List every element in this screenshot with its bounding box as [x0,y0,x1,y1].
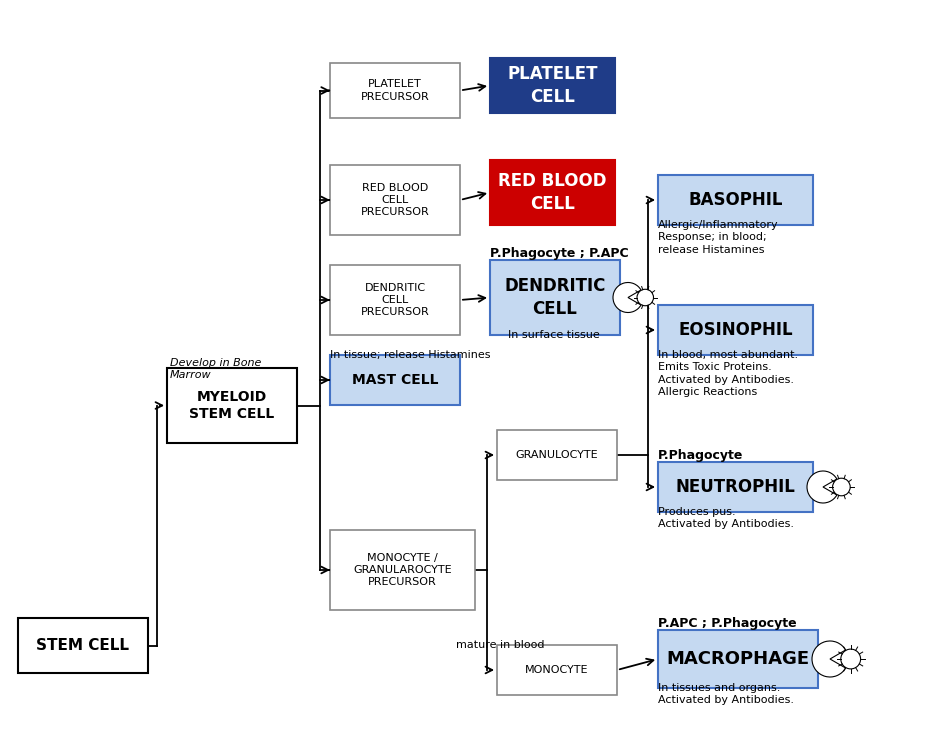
Text: Develop in Bone
Marrow: Develop in Bone Marrow [170,358,262,380]
Text: MONOCYTE /
GRANULAROCYTE
PRECURSOR: MONOCYTE / GRANULAROCYTE PRECURSOR [353,553,452,587]
Text: BASOPHIL: BASOPHIL [688,191,783,209]
Text: mature in blood: mature in blood [455,640,544,650]
Text: DENDRITIC
CELL
PRECURSOR: DENDRITIC CELL PRECURSOR [361,283,429,317]
Text: P.Phagocyte: P.Phagocyte [658,449,743,462]
Text: GRANULOCYTE: GRANULOCYTE [516,450,598,460]
Text: P.Phagocyte ; P.APC: P.Phagocyte ; P.APC [490,247,628,260]
Circle shape [637,290,654,306]
FancyBboxPatch shape [658,175,813,225]
FancyBboxPatch shape [490,58,615,113]
FancyBboxPatch shape [330,530,475,610]
Text: PLATELET
CELL: PLATELET CELL [508,65,597,106]
Text: In tissue; release Histamines: In tissue; release Histamines [330,350,491,360]
FancyBboxPatch shape [658,462,813,512]
Text: MYELOID
STEM CELL: MYELOID STEM CELL [190,390,275,421]
FancyBboxPatch shape [490,260,620,335]
FancyBboxPatch shape [490,160,615,225]
Text: In blood, most abundant.
Emits Toxic Proteins.
Activated by Antibodies.
Allergic: In blood, most abundant. Emits Toxic Pro… [658,350,798,397]
FancyBboxPatch shape [330,165,460,235]
Text: NEUTROPHIL: NEUTROPHIL [676,478,796,496]
FancyBboxPatch shape [330,355,460,405]
Wedge shape [613,282,641,312]
Circle shape [832,478,850,496]
Text: STEM CELL: STEM CELL [36,638,130,653]
FancyBboxPatch shape [658,630,818,688]
Text: DENDRITIC
CELL: DENDRITIC CELL [504,277,606,317]
Text: Allergic/Inflammatory
Response; in blood;
release Histamines: Allergic/Inflammatory Response; in blood… [658,220,779,255]
FancyBboxPatch shape [658,305,813,355]
Text: In surface tissue: In surface tissue [508,330,600,340]
Text: RED BLOOD
CELL
PRECURSOR: RED BLOOD CELL PRECURSOR [361,183,429,218]
Circle shape [841,649,860,669]
FancyBboxPatch shape [330,63,460,118]
FancyBboxPatch shape [167,368,297,443]
Text: MONOCYTE: MONOCYTE [525,665,589,675]
Text: In tissues and organs.
Activated by Antibodies.: In tissues and organs. Activated by Anti… [658,683,794,705]
Text: PLATELET
PRECURSOR: PLATELET PRECURSOR [361,79,429,102]
Text: MACROPHAGE: MACROPHAGE [667,650,810,668]
FancyBboxPatch shape [18,618,148,673]
FancyBboxPatch shape [497,645,617,695]
Wedge shape [807,471,837,503]
Text: EOSINOPHIL: EOSINOPHIL [678,321,793,339]
Text: P.APC ; P.Phagocyte: P.APC ; P.Phagocyte [658,617,797,630]
Text: RED BLOOD
CELL: RED BLOOD CELL [498,172,607,213]
FancyBboxPatch shape [497,430,617,480]
FancyBboxPatch shape [330,265,460,335]
Wedge shape [812,641,845,677]
Text: MAST CELL: MAST CELL [352,373,439,387]
Text: Produces pus.
Activated by Antibodies.: Produces pus. Activated by Antibodies. [658,507,794,529]
